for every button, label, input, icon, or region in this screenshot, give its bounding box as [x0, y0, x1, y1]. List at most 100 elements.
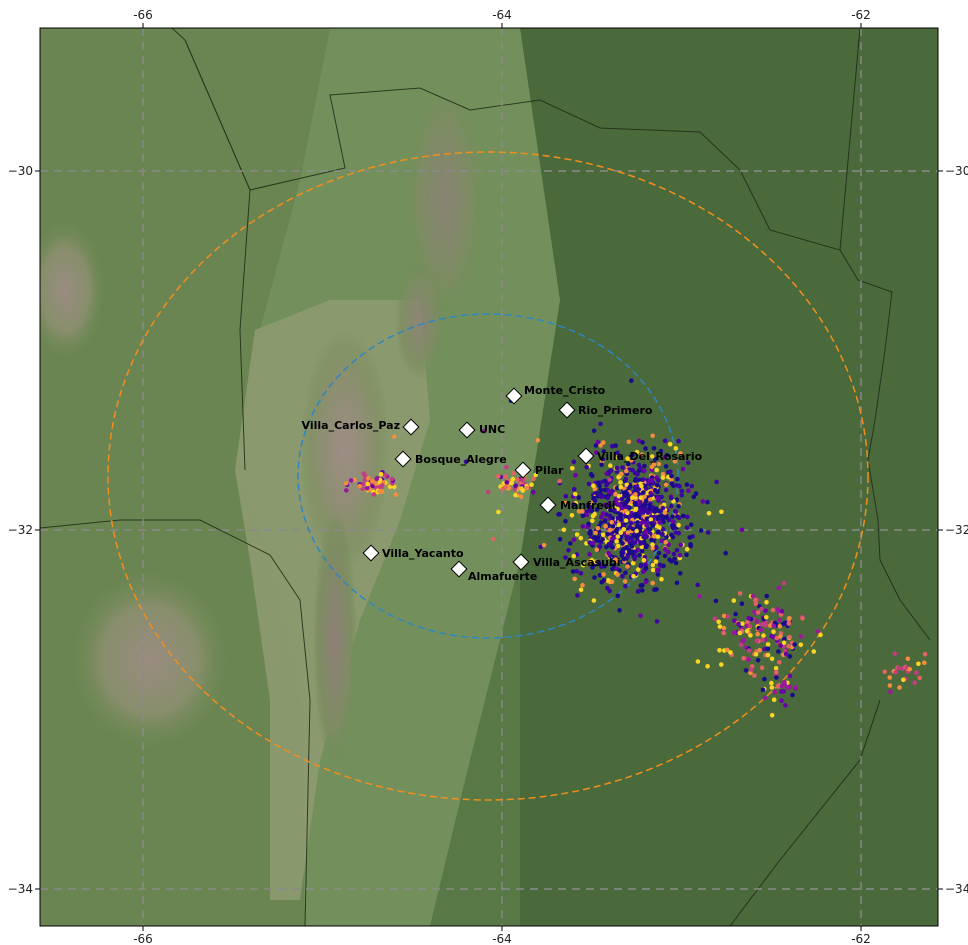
- lightning-point: [572, 576, 577, 582]
- lightning-point: [592, 511, 597, 517]
- lightning-point: [566, 548, 571, 553]
- lightning-point: [679, 492, 685, 498]
- terrain-ridge-southwest: [70, 570, 230, 750]
- lightning-point: [758, 606, 764, 612]
- lightning-point: [914, 670, 919, 675]
- lightning-point: [587, 552, 592, 557]
- lightning-point: [645, 510, 651, 515]
- lightning-point: [671, 519, 676, 525]
- lightning-point: [733, 611, 738, 617]
- lightning-point: [344, 488, 349, 493]
- lightning-point: [697, 594, 702, 599]
- station-label: Rio_Primero: [578, 404, 653, 417]
- lightning-point: [637, 477, 642, 483]
- lightning-point: [764, 600, 769, 605]
- lightning-point: [596, 535, 601, 540]
- lightning-point: [624, 545, 629, 550]
- lightning-point: [633, 502, 639, 507]
- lightning-point: [623, 583, 628, 589]
- lightning-point: [615, 534, 621, 539]
- lightning-point: [760, 637, 765, 643]
- lightning-point: [716, 619, 721, 625]
- lightning-point: [629, 378, 634, 384]
- lightning-point: [623, 476, 628, 482]
- lightning-point: [781, 640, 787, 645]
- lightning-point: [518, 494, 524, 500]
- lightning-point: [896, 665, 901, 671]
- lightning-point: [613, 557, 618, 562]
- lightning-point: [570, 466, 575, 471]
- lightning-point: [616, 493, 622, 499]
- lightning-point: [684, 525, 690, 530]
- lightning-point: [917, 675, 922, 681]
- lightning-point: [520, 488, 526, 493]
- lightning-point: [485, 489, 491, 495]
- lightning-point: [663, 487, 669, 493]
- lightning-point: [705, 499, 710, 505]
- station-label: Almafuerte: [468, 570, 537, 583]
- lightning-point: [639, 483, 644, 489]
- station-villa-ascasubi: Villa_Ascasubi: [512, 553, 621, 571]
- lightning-point: [586, 503, 591, 509]
- lightning-point: [588, 471, 594, 477]
- lightning-point: [731, 630, 737, 635]
- lightning-point: [656, 550, 662, 556]
- lightning-point: [383, 472, 388, 478]
- station-almafuerte: Almafuerte: [450, 560, 537, 583]
- lightning-point: [557, 512, 562, 517]
- lightning-point: [674, 547, 680, 553]
- lightning-point: [496, 474, 501, 479]
- terrain-ridge-northwest: [395, 260, 445, 380]
- lightning-point: [348, 478, 354, 483]
- lightning-point: [765, 642, 771, 647]
- lightning-point: [575, 593, 580, 598]
- lightning-point: [778, 643, 783, 648]
- bottom-tick-label: -66: [133, 932, 153, 945]
- lightning-point: [598, 520, 604, 525]
- lightning-point: [609, 579, 615, 584]
- lightning-point: [541, 542, 547, 548]
- lightning-point: [680, 513, 686, 519]
- lightning-point: [621, 527, 627, 532]
- bottom-tick-label: -62: [851, 932, 871, 945]
- lightning-point: [650, 562, 656, 568]
- lightning-point: [629, 537, 634, 542]
- lightning-point: [712, 616, 718, 622]
- lightning-point: [659, 576, 664, 582]
- lightning-point: [607, 477, 612, 483]
- lightning-point: [617, 502, 623, 507]
- station-villa-yacanto: Villa_Yacanto: [362, 544, 464, 562]
- lightning-point: [739, 527, 745, 533]
- lightning-point: [635, 520, 640, 525]
- lightning-point: [660, 475, 666, 480]
- lightning-point: [700, 499, 706, 504]
- lightning-point: [571, 459, 577, 465]
- lightning-point: [629, 549, 635, 554]
- lightning-point: [755, 658, 761, 663]
- lightning-point: [506, 485, 512, 491]
- terrain-east-lowland: [520, 28, 938, 926]
- lightning-point: [602, 518, 608, 524]
- lightning-point: [634, 449, 640, 455]
- lightning-point: [674, 483, 680, 488]
- lightning-point: [624, 499, 629, 505]
- lightning-point: [746, 648, 752, 653]
- lightning-point: [695, 582, 700, 588]
- lightning-point: [393, 492, 399, 497]
- lightning-point: [557, 536, 563, 542]
- lightning-point: [580, 524, 586, 529]
- lightning-point: [374, 476, 380, 482]
- lightning-point: [753, 601, 759, 606]
- lightning-point: [615, 450, 620, 456]
- left-tick-label: −30: [8, 164, 33, 178]
- lightning-point: [771, 629, 776, 634]
- lightning-point: [633, 506, 639, 511]
- lightning-point: [601, 440, 606, 445]
- lightning-point: [591, 483, 596, 489]
- lightning-point: [619, 496, 625, 502]
- lightning-point: [654, 619, 660, 624]
- lightning-point: [811, 649, 817, 654]
- lightning-point: [737, 591, 743, 596]
- map-area: Monte_Cristo Rio_Primero Villa_Carlos_Pa…: [40, 28, 938, 926]
